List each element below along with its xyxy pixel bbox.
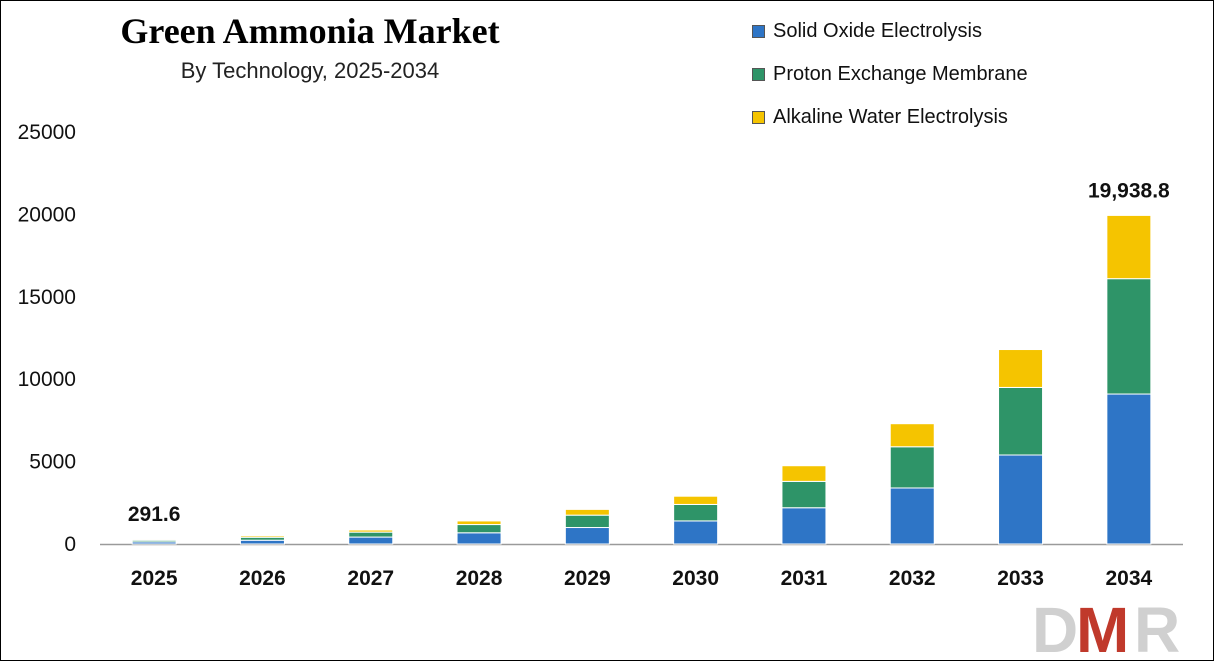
x-tick-label-2033: 2033 [997, 567, 1044, 590]
bar-2031-series-0 [781, 507, 827, 545]
bar-2032-series-2 [889, 423, 935, 448]
x-tick-label-2026: 2026 [239, 567, 286, 590]
legend-label-proton-exchange: Proton Exchange Membrane [773, 63, 1028, 85]
bar-2030-series-2 [673, 495, 719, 505]
legend-item-alkaline: Alkaline Water Electrolysis [752, 96, 1028, 139]
y-tick-label-4: 20000 [18, 203, 76, 226]
x-tick-label-2025: 2025 [131, 567, 178, 590]
bar-2027-series-1 [348, 531, 394, 538]
x-tick-label-2027: 2027 [347, 567, 394, 590]
bar-2026-series-2 [239, 535, 285, 538]
legend-swatch-alkaline [752, 111, 765, 124]
y-tick-label-1: 5000 [29, 451, 76, 474]
bar-2029-series-2 [564, 508, 610, 516]
y-tick-label-3: 15000 [18, 286, 76, 309]
bar-2034-series-1 [1106, 278, 1152, 395]
bar-2028-series-2 [456, 520, 502, 526]
y-tick-label-0: 0 [64, 533, 76, 556]
y-tick-label-2: 10000 [18, 368, 76, 391]
dmr-logo-m: M [1076, 600, 1129, 658]
data-label-2034: 19,938.8 [1088, 179, 1170, 202]
bar-2033-series-1 [998, 386, 1044, 456]
bar-2032-series-1 [889, 446, 935, 489]
bar-2028-series-1 [456, 524, 502, 534]
legend-item-proton-exchange: Proton Exchange Membrane [752, 53, 1028, 96]
x-tick-label-2032: 2032 [889, 567, 936, 590]
bar-2034-series-0 [1106, 393, 1152, 545]
chart-legend: Solid Oxide Electrolysis Proton Exchange… [752, 10, 1028, 139]
legend-swatch-solid-oxide [752, 25, 765, 38]
bar-2030-series-0 [673, 520, 719, 545]
chart-subtitle: By Technology, 2025-2034 [180, 58, 440, 83]
dmr-logo-r: R [1134, 600, 1180, 658]
bar-2027-series-2 [348, 529, 394, 533]
chart-title: Green Ammonia Market [120, 11, 500, 51]
x-tick-label-2031: 2031 [781, 567, 828, 590]
legend-label-solid-oxide: Solid Oxide Electrolysis [773, 20, 982, 42]
bar-2029-series-1 [564, 514, 610, 529]
bar-2033-series-2 [998, 349, 1044, 388]
bar-2033-series-0 [998, 454, 1044, 545]
bar-2031-series-1 [781, 480, 827, 509]
data-label-2025: 291.6 [128, 503, 181, 526]
legend-item-solid-oxide: Solid Oxide Electrolysis [752, 10, 1028, 53]
bar-2029-series-0 [564, 527, 610, 545]
dmr-logo: D M R [1032, 600, 1180, 658]
bar-2034-series-2 [1106, 214, 1152, 280]
x-tick-label-2028: 2028 [456, 567, 503, 590]
x-tick-label-2029: 2029 [564, 567, 611, 590]
bar-2027-series-0 [348, 536, 394, 545]
bar-2032-series-0 [889, 487, 935, 545]
bar-2031-series-2 [781, 465, 827, 482]
bar-2028-series-0 [456, 532, 502, 545]
bar-2026-series-0 [239, 539, 285, 545]
x-tick-label-2034: 2034 [1105, 567, 1152, 590]
y-tick-label-5: 25000 [18, 121, 76, 144]
bar-2030-series-1 [673, 503, 719, 522]
x-tick-label-2030: 2030 [672, 567, 719, 590]
bar-2025-series-2 [131, 538, 177, 541]
legend-label-alkaline: Alkaline Water Electrolysis [773, 106, 1008, 128]
dmr-logo-d: D [1032, 600, 1078, 658]
legend-swatch-proton-exchange [752, 68, 765, 81]
